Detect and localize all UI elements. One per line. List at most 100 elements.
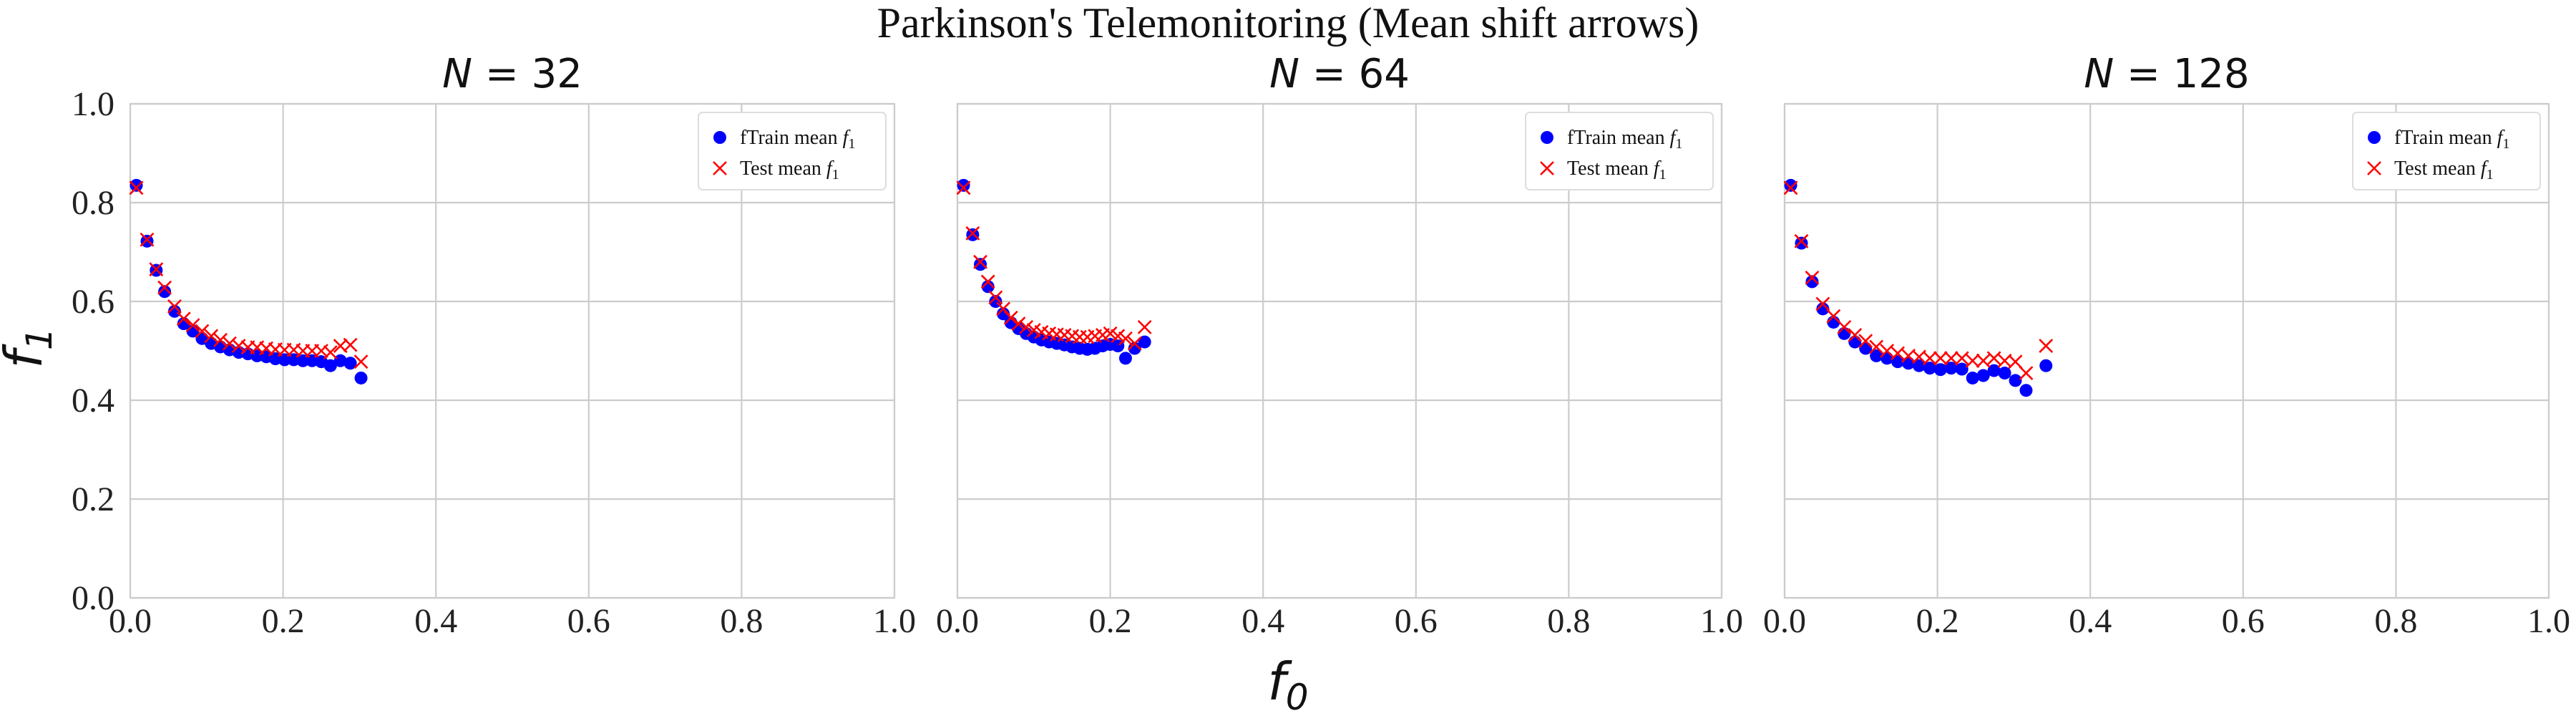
test-point xyxy=(1837,319,1852,334)
legend-var: f xyxy=(843,127,851,149)
legend-train-label: fTrain mean f1 xyxy=(2394,127,2509,152)
legend-test-marker xyxy=(2367,161,2381,175)
test-point xyxy=(353,354,369,369)
legend-test-label: Test mean f1 xyxy=(740,158,839,183)
legend: fTrain mean f1 Test mean f1 xyxy=(2352,112,2541,190)
test-point xyxy=(1858,334,1873,349)
test-point xyxy=(1127,336,1142,351)
test-point xyxy=(1118,331,1133,346)
test-point xyxy=(157,280,172,295)
legend-var: f xyxy=(2497,127,2505,149)
subplot-title-eq: = xyxy=(472,51,532,97)
train-point xyxy=(1816,302,1830,316)
x-tick-label: 0.4 xyxy=(1241,602,1284,640)
y-tick-label: 0.8 xyxy=(72,184,114,222)
test-point xyxy=(2019,366,2034,380)
subplot-title-value: 64 xyxy=(1359,51,1410,97)
train-point xyxy=(997,307,1010,321)
test-point xyxy=(140,232,155,247)
train-point xyxy=(1998,367,2011,380)
test-point xyxy=(195,324,210,339)
subplot-title-eq: = xyxy=(2114,51,2173,97)
test-point xyxy=(343,337,358,352)
test-point xyxy=(2039,339,2054,354)
plot-frame xyxy=(1783,102,2550,599)
legend-train-marker xyxy=(1541,131,1553,144)
train-point xyxy=(333,354,347,367)
train-point xyxy=(323,359,337,372)
legend-train-text: fTrain mean xyxy=(2394,127,2497,149)
test-point xyxy=(1986,351,2001,366)
legend-var: f xyxy=(1654,158,1662,180)
test-point xyxy=(980,274,995,289)
test-point xyxy=(1933,351,1948,366)
test-point xyxy=(1072,329,1087,344)
train-point xyxy=(167,304,181,318)
test-point xyxy=(1965,353,1980,368)
test-point xyxy=(185,318,200,333)
legend: fTrain mean f1 Test mean f1 xyxy=(698,112,887,190)
train-point xyxy=(1795,236,1808,250)
subplot-title-var: N xyxy=(442,51,472,97)
test-point xyxy=(988,290,1003,305)
train-point xyxy=(1955,362,1968,376)
test-point xyxy=(222,336,237,351)
y-tick-label: 0.0 xyxy=(72,579,114,617)
test-point xyxy=(1794,233,1809,248)
legend-test-label: Test mean f1 xyxy=(2394,158,2494,183)
x-tick-label: 0.0 xyxy=(109,602,152,640)
x-tick-label: 1.0 xyxy=(1700,602,1743,640)
test-point xyxy=(167,299,182,314)
train-point xyxy=(966,228,980,241)
test-point xyxy=(973,254,987,269)
y-tick-label: 0.4 xyxy=(72,382,114,420)
legend-var: f xyxy=(1670,127,1678,149)
test-point xyxy=(1976,353,1991,368)
train-point xyxy=(1784,178,1797,192)
test-point xyxy=(1003,310,1018,325)
train-point xyxy=(130,178,143,192)
test-point xyxy=(1783,180,1798,195)
test-point xyxy=(1111,329,1126,344)
x-tick-label: 1.0 xyxy=(2527,602,2570,640)
test-point xyxy=(1011,316,1026,331)
x-tick-label: 0.6 xyxy=(2222,602,2265,640)
train-point xyxy=(1987,364,2001,377)
subplot-title: N = 128 xyxy=(2084,51,2249,97)
test-point xyxy=(2008,354,2023,369)
x-tick-label: 0.2 xyxy=(262,602,305,640)
legend-train-label: fTrain mean f1 xyxy=(740,127,855,152)
test-point xyxy=(204,329,219,344)
legend-test-marker xyxy=(713,161,727,175)
x-tick-label: 0.6 xyxy=(1395,602,1438,640)
test-point xyxy=(1815,296,1830,311)
test-point xyxy=(1848,328,1863,342)
legend-test-text: Test mean xyxy=(2394,158,2481,180)
test-point xyxy=(129,180,144,195)
legend-test-text: Test mean xyxy=(1567,158,1654,180)
subplot-title-eq: = xyxy=(1299,51,1359,97)
train-point xyxy=(2019,384,2033,397)
subplot-n-32: 0.0 0.2 0.4 0.6 0.8 1.0 0.0 0.2 0.4 0.6 0.8 1.0 N = … xyxy=(72,51,916,640)
y-axis-label: f1 xyxy=(0,327,60,368)
test-point xyxy=(1103,326,1118,341)
legend-test-label: Test mean f1 xyxy=(1567,158,1667,183)
test-point xyxy=(1890,346,1905,361)
legend-train-marker xyxy=(2368,131,2381,144)
subplot-panels: 0.0 0.2 0.4 0.6 0.8 1.0 0.0 0.2 0.4 0.6 0.8 1.0 N = … xyxy=(72,51,2570,640)
test-point xyxy=(1805,270,1820,285)
legend-sub: 1 xyxy=(832,167,839,183)
test-point xyxy=(1923,351,1937,366)
test-point xyxy=(965,226,980,241)
x-tick-label: 0.8 xyxy=(2374,602,2417,640)
train-point xyxy=(1966,371,1979,384)
test-point xyxy=(1869,339,1884,354)
train-point xyxy=(2039,359,2053,372)
x-tick-label: 0.2 xyxy=(1916,602,1959,640)
test-point xyxy=(1019,319,1034,334)
x-axis-label-subscript: 0 xyxy=(1286,677,1309,716)
legend-box xyxy=(1525,112,1714,190)
